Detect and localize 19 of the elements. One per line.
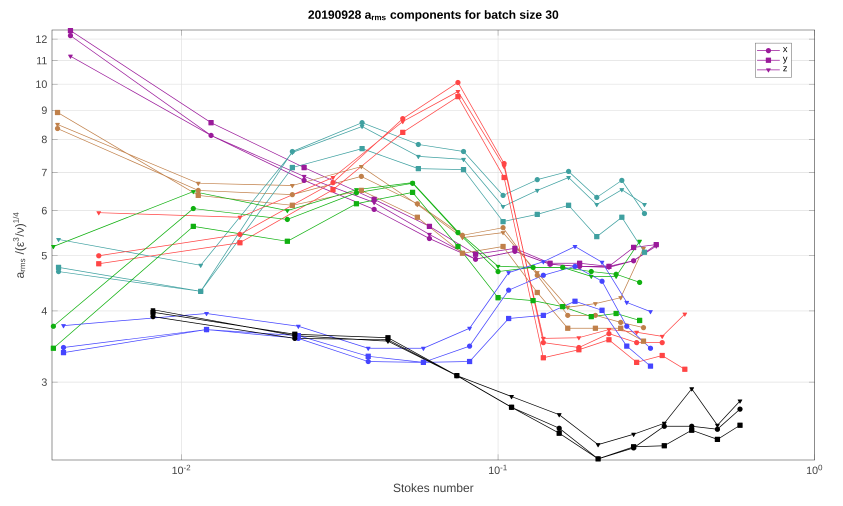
y-tick-label: 4 xyxy=(42,307,47,315)
y-tick-label: 11 xyxy=(37,56,47,64)
chart-title: 20190928 a$_{rms}$ components for batch size 30 xyxy=(308,10,558,22)
y-tick-label: 7 xyxy=(42,168,47,176)
y-tick-label: 8 xyxy=(42,136,47,144)
y-tick-label: 5 xyxy=(42,252,47,260)
x-tick-label: 10$^{0}$ xyxy=(806,464,822,474)
y-axis-title: a$_{rms}$ /(ε$^{3}$/ν)$^{1/4}$ xyxy=(12,212,26,278)
x-tick-label: 10$^{-1}$ xyxy=(489,464,507,474)
y-tick-label: 9 xyxy=(42,106,47,114)
y-tick-label: 10 xyxy=(36,80,47,88)
legend-label: x xyxy=(782,47,788,52)
legend-label: z xyxy=(783,66,788,72)
y-tick-label: 3 xyxy=(42,378,47,386)
legend-label: y xyxy=(782,56,788,64)
y-tick-label: 6 xyxy=(42,206,47,214)
y-tick-label: 12 xyxy=(36,35,47,43)
x-tick-label: 10$^{-2}$ xyxy=(172,464,190,474)
x-axis-title: Stokes number xyxy=(394,483,474,492)
